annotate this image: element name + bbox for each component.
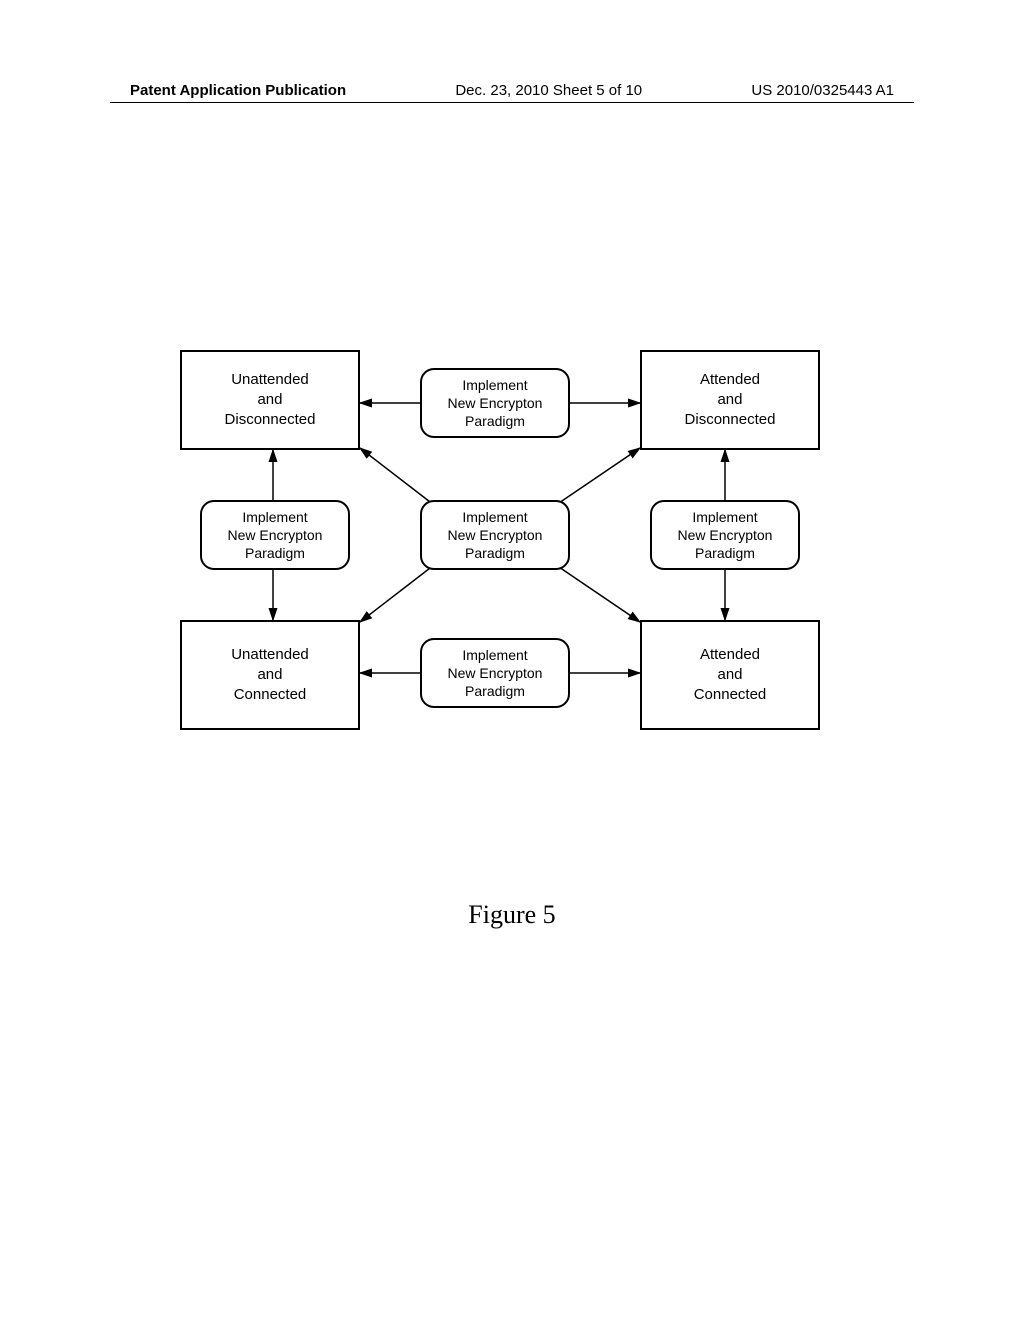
edge [360,448,434,505]
node-mr: ImplementNew EncryptonParadigm [650,500,800,570]
flowchart-diagram: UnattendedandDisconnected ImplementNew En… [155,350,875,770]
header-left: Patent Application Publication [130,82,346,99]
node-bl: UnattendedandConnected [180,620,360,730]
node-ml: ImplementNew EncryptonParadigm [200,500,350,570]
edge [360,565,434,622]
node-tl: UnattendedandDisconnected [180,350,360,450]
page-header: Patent Application Publication Dec. 23, … [0,82,1024,99]
header-rule [110,102,914,103]
node-tr: AttendedandDisconnected [640,350,820,450]
node-bc: ImplementNew EncryptonParadigm [420,638,570,708]
header-center: Dec. 23, 2010 Sheet 5 of 10 [455,82,642,99]
node-mc: ImplementNew EncryptonParadigm [420,500,570,570]
figure-label: Figure 5 [0,900,1024,930]
edge [556,565,640,622]
edge [556,448,640,505]
header-right: US 2010/0325443 A1 [751,82,894,99]
node-br: AttendedandConnected [640,620,820,730]
node-tc: ImplementNew EncryptonParadigm [420,368,570,438]
